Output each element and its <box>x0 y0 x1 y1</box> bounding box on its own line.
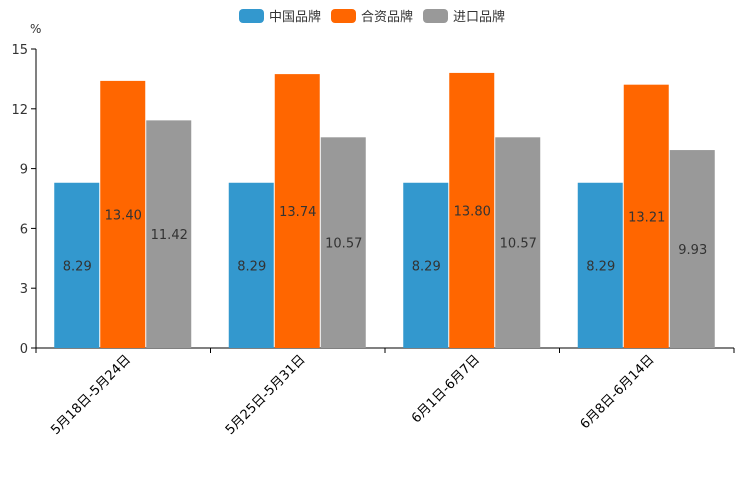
x-tick-label: 6月8日-6月14日 <box>578 352 658 432</box>
bar[interactable] <box>495 137 541 348</box>
y-tick-label: 3 <box>20 282 28 297</box>
bar[interactable] <box>320 137 366 348</box>
data-label: 13.80 <box>454 204 491 219</box>
x-tick-label: 5月18日-5月24日 <box>48 352 134 438</box>
bar[interactable] <box>577 182 623 348</box>
bar[interactable] <box>100 80 146 348</box>
bar[interactable] <box>449 72 495 349</box>
y-axis-unit: % <box>30 22 42 36</box>
data-label: 8.29 <box>237 259 266 274</box>
bar[interactable] <box>623 84 669 348</box>
data-label: 11.42 <box>151 228 188 243</box>
bar[interactable] <box>403 182 449 348</box>
y-tick-label: 6 <box>20 222 28 237</box>
bar[interactable] <box>669 150 715 348</box>
bar[interactable] <box>54 182 100 348</box>
data-label: 8.29 <box>586 259 615 274</box>
data-label: 10.57 <box>500 237 537 252</box>
legend-item-imported-brand[interactable]: 进口品牌 <box>423 6 505 25</box>
x-tick-label: 6月1日-6月7日 <box>409 352 483 426</box>
data-label: 13.21 <box>628 210 665 225</box>
bar[interactable] <box>274 74 320 348</box>
data-label: 13.74 <box>279 205 316 220</box>
y-tick-label: 15 <box>11 43 28 58</box>
legend-swatch-joint-venture-brand <box>330 8 356 23</box>
data-label: 13.40 <box>105 208 142 223</box>
y-tick-label: 12 <box>11 103 28 118</box>
data-label: 10.57 <box>325 237 362 252</box>
legend-swatch-imported-brand <box>423 8 448 23</box>
legend-label-imported-brand: 进口品牌 <box>453 10 506 25</box>
data-label: 9.93 <box>678 243 707 258</box>
legend: 中国品牌 合资品牌 进口品牌 <box>0 6 744 25</box>
legend-item-joint-venture-brand[interactable]: 合资品牌 <box>330 6 413 25</box>
legend-item-china-brand[interactable]: 中国品牌 <box>238 6 321 25</box>
y-tick-label: 9 <box>20 163 28 178</box>
data-label: 8.29 <box>412 259 441 274</box>
legend-label-joint-venture-brand: 合资品牌 <box>360 10 413 25</box>
x-tick-label: 5月25日-5月31日 <box>223 352 309 438</box>
bar[interactable] <box>228 182 274 348</box>
bar[interactable] <box>146 120 192 349</box>
legend-swatch-china-brand <box>238 8 264 23</box>
legend-label-china-brand: 中国品牌 <box>268 10 321 25</box>
y-tick-label: 0 <box>20 342 28 357</box>
data-label: 8.29 <box>63 259 92 274</box>
